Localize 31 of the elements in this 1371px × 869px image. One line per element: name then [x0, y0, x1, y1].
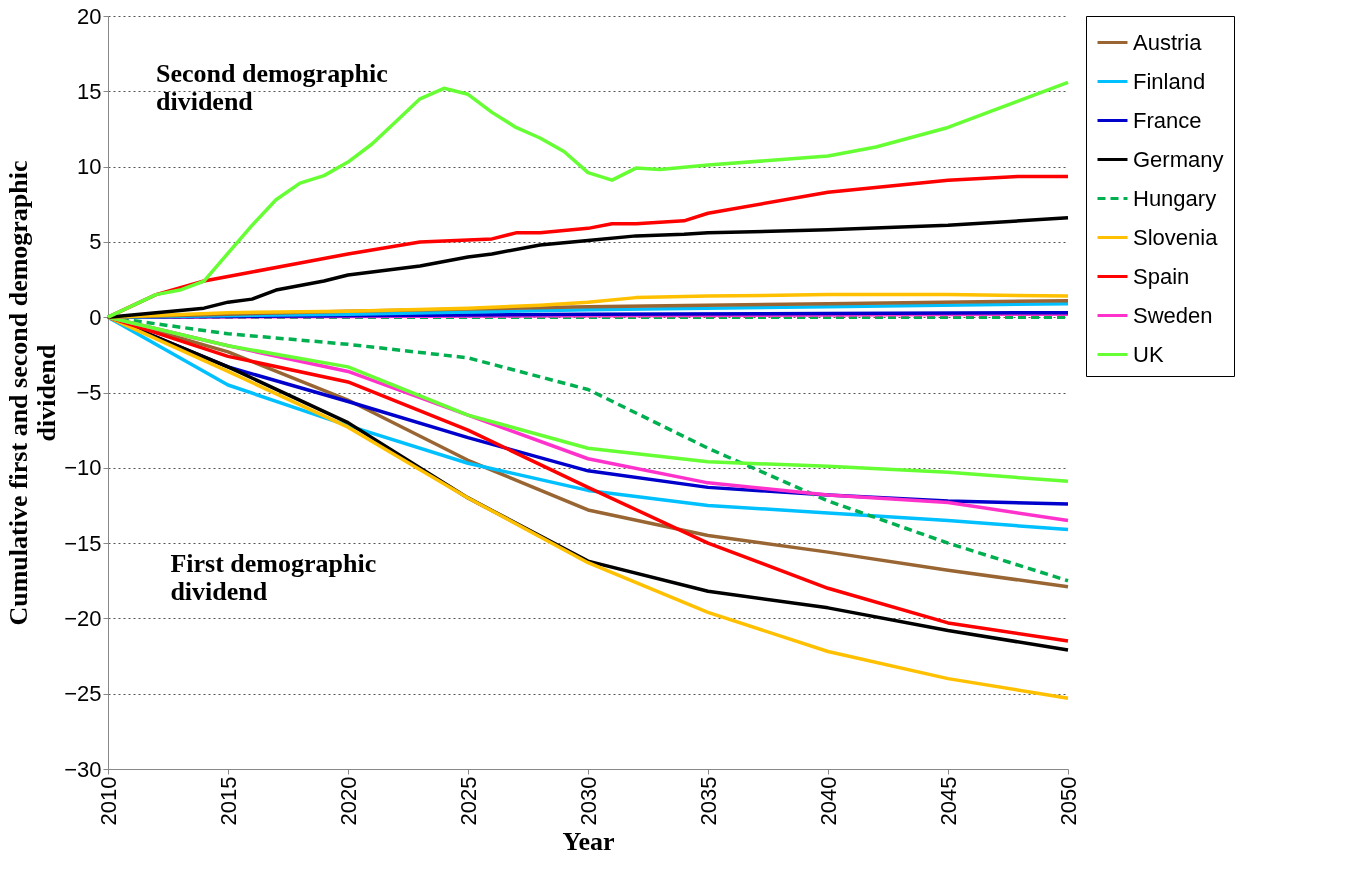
y-tick-label: 5: [89, 229, 102, 255]
x-tick-label: 2025: [455, 776, 481, 826]
y-axis-title: Cumulative first and second demographic dividend: [4, 160, 62, 626]
y-tick-label: 10: [77, 154, 102, 180]
legend-label: Hungary: [1133, 185, 1217, 211]
y-tick-label: −10: [64, 455, 102, 481]
x-tick-label: 2050: [1055, 776, 1081, 826]
legend-label: Austria: [1133, 29, 1203, 55]
y-tick-label: 15: [77, 78, 102, 104]
y-tick-label: −5: [76, 380, 102, 405]
legend-label: Spain: [1133, 263, 1190, 289]
x-tick-label: 2040: [815, 776, 841, 826]
annotation: First demographic dividend: [170, 548, 377, 606]
legend-label: UK: [1133, 341, 1164, 367]
y-tick-label: 0: [89, 304, 102, 330]
x-tick-label: 2020: [335, 776, 361, 826]
y-tick-label: −15: [64, 530, 102, 556]
legend-label: Finland: [1133, 68, 1206, 94]
legend-label: Germany: [1133, 146, 1224, 172]
x-axis-title: Year: [562, 827, 615, 857]
x-tick-label: 2045: [935, 776, 961, 826]
y-tick-label: −20: [64, 605, 102, 631]
legend-label: France: [1133, 107, 1202, 133]
x-tick-label: 2035: [695, 776, 721, 826]
x-tick-label: 2030: [575, 776, 601, 826]
legend-label: Sweden: [1133, 302, 1213, 328]
annotation: Second demographic dividend: [156, 59, 388, 117]
x-tick-label: 2015: [215, 776, 241, 826]
y-tick-label: 20: [77, 3, 102, 29]
legend-label: Slovenia: [1133, 224, 1219, 250]
y-tick-label: −25: [64, 681, 102, 707]
